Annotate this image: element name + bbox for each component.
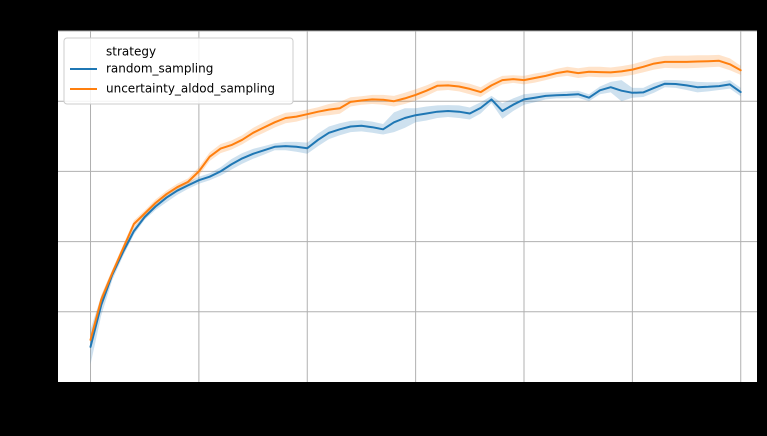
series-line-0	[89, 82, 742, 348]
confidence-band-0	[90, 80, 741, 365]
legend-entry-1: uncertainty_aldod_sampling	[106, 82, 275, 96]
series-lines	[89, 59, 742, 348]
series-line-1	[89, 59, 742, 341]
legend-entry-0: random_sampling	[106, 62, 213, 76]
confidence-bands	[90, 54, 741, 365]
legend: strategy random_sampling uncertainty_aldod…	[63, 37, 294, 105]
legend-title: strategy	[106, 45, 156, 59]
legend-box	[63, 37, 294, 105]
